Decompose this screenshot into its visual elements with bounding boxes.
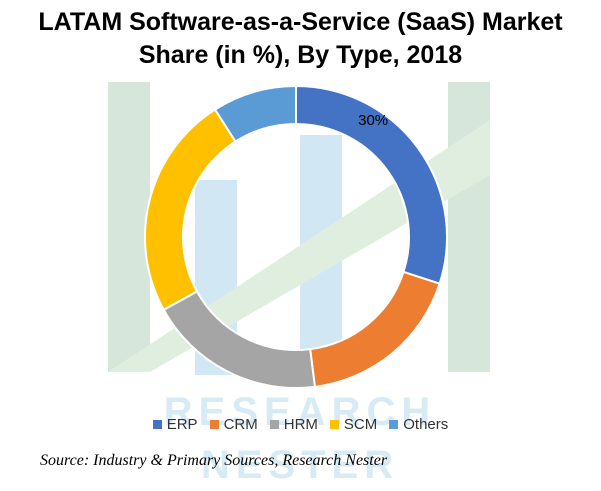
legend-item-scm: SCM: [329, 416, 378, 433]
legend-label-others: Others: [403, 416, 449, 433]
slice-scm: [144, 108, 237, 312]
legend-label-crm: CRM: [223, 416, 258, 433]
legend-label-erp: ERP: [166, 416, 198, 433]
watermark-nester-text: NESTER: [201, 443, 399, 487]
legend-swatch-erp: [152, 420, 162, 429]
legend-item-crm: CRM: [209, 416, 258, 433]
title-line-2: Share (in %), By Type, 2018: [138, 41, 463, 69]
legend-swatch-scm: [329, 420, 339, 429]
source-note: Source: Industry & Primary Sources, Rese…: [40, 452, 388, 469]
legend-label-scm: SCM: [343, 416, 378, 433]
legend-item-hrm: HRM: [269, 416, 318, 433]
slice-crm: [309, 270, 441, 388]
chart-title: LATAM Software-as-a-Service (SaaS) Marke…: [0, 6, 601, 72]
title-line-1: LATAM Software-as-a-Service (SaaS) Marke…: [38, 8, 563, 36]
watermark-research-text: RESEARCH: [164, 390, 436, 434]
legend-swatch-hrm: [269, 420, 279, 429]
chart-legend: ERP CRM HRM SCM Others: [0, 416, 601, 433]
data-label-erp: 30%: [358, 112, 388, 129]
slice-hrm: [162, 290, 317, 389]
legend-swatch-crm: [209, 420, 219, 429]
legend-swatch-others: [389, 420, 399, 429]
legend-item-others: Others: [389, 416, 448, 433]
legend-item-erp: ERP: [152, 416, 198, 433]
slice-others: [213, 84, 297, 143]
legend-label-hrm: HRM: [283, 416, 318, 433]
